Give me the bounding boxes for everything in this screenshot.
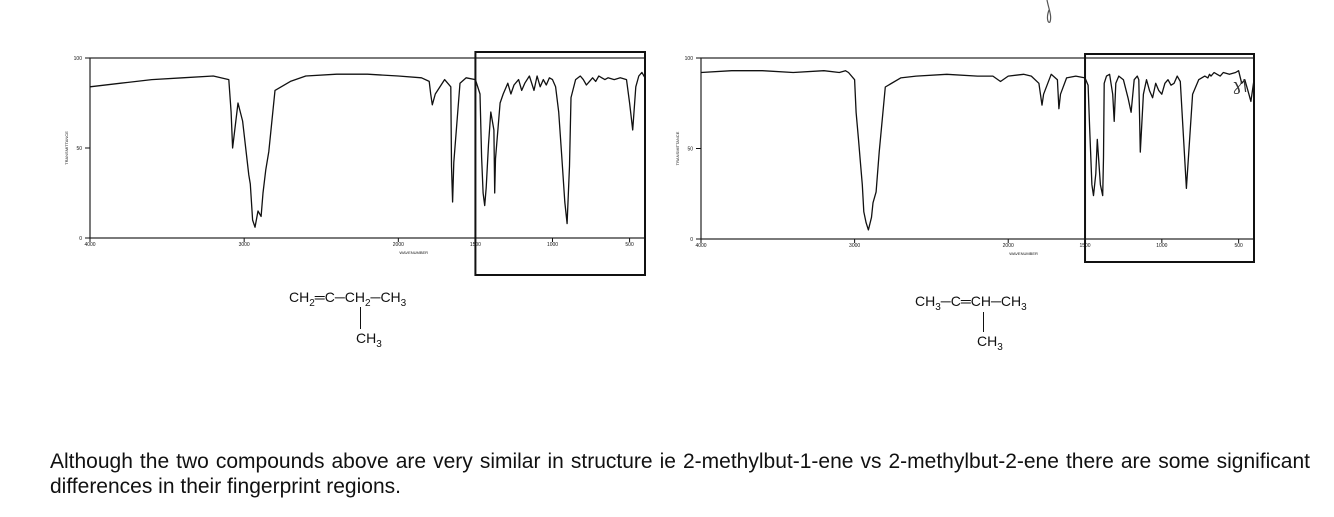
ir-spectrum-1: 0 50 100 4000 3000 2000 1500 1000 500 WAVENUMBER T… xyxy=(64,51,646,276)
formula-1-sub-c: 3 xyxy=(400,297,407,309)
formula-2-sub-a: 3 xyxy=(935,301,941,313)
structure-formula-2: CH3─C═CH─CH3 xyxy=(915,293,1027,313)
formula-1-atom-a: CH xyxy=(289,289,310,305)
formula-1-sub-a: 2 xyxy=(309,297,315,309)
y-tick-label: 100 xyxy=(685,56,694,62)
y-tick-label: 100 xyxy=(74,56,83,62)
formula-1-sub-b: 2 xyxy=(364,297,371,309)
branch-1-sub: 3 xyxy=(376,338,382,350)
x-tick-label: 3000 xyxy=(849,243,860,249)
x-tick-label: 3000 xyxy=(239,242,250,248)
formula-2-atom-a: CH xyxy=(915,293,936,309)
formula-1-atom-c: ─CH xyxy=(370,289,401,305)
fingerprint-region-box xyxy=(474,51,646,276)
caption-text: Although the two compounds above are ver… xyxy=(50,450,1310,498)
branch-2-sub: 3 xyxy=(997,341,1003,353)
scribble-mark xyxy=(1046,0,1052,23)
y-axis-label: TRANSMITTANCE xyxy=(64,131,69,165)
structure-branch-2: CH3 xyxy=(977,333,1003,353)
x-tick-label: 1000 xyxy=(1156,243,1167,249)
y-tick-label: 50 xyxy=(76,146,82,152)
y-tick-label: 0 xyxy=(690,237,693,243)
branch-1-atom: CH xyxy=(356,330,377,346)
structure-branch-1: CH3 xyxy=(356,330,382,350)
x-axis-label: WAVENUMBER xyxy=(1009,251,1038,256)
structure-formula-1: CH2═C─CH2─CH3 xyxy=(289,289,406,309)
y-axis-label: TRANSMITTANCE xyxy=(675,131,680,165)
ir-spectrum-2: 0 50 100 4000 3000 2000 1500 1000 500 WAVENUMBER T… xyxy=(675,53,1256,263)
spectrum-line xyxy=(89,71,646,228)
x-tick-label: 4000 xyxy=(695,243,706,249)
x-tick-label: 1500 xyxy=(1079,243,1090,249)
x-tick-label: 500 xyxy=(1234,243,1243,249)
x-axis-label: WAVENUMBER xyxy=(399,250,428,255)
formula-1-atom-b: ═C─CH xyxy=(314,289,365,305)
formula-2-atom-b: ─C═CH─CH xyxy=(940,293,1022,309)
x-tick-label: 1500 xyxy=(470,242,481,248)
spectrum-line xyxy=(700,70,1255,231)
y-tick-label: 50 xyxy=(687,147,693,153)
x-tick-label: 1000 xyxy=(547,242,558,248)
structure-branch-bond-1 xyxy=(360,307,361,329)
y-tick-label: 0 xyxy=(79,236,82,242)
structure-branch-bond-2 xyxy=(983,312,984,332)
x-tick-label: 4000 xyxy=(84,242,95,248)
x-tick-label: 500 xyxy=(625,242,634,248)
fingerprint-region-box xyxy=(1084,53,1256,263)
x-tick-label: 2000 xyxy=(393,242,404,248)
handwritten-annotation: ɣ\ xyxy=(1232,76,1247,95)
x-tick-label: 2000 xyxy=(1003,243,1014,249)
formula-2-sub-b: 3 xyxy=(1021,301,1027,313)
branch-2-atom: CH xyxy=(977,333,998,349)
